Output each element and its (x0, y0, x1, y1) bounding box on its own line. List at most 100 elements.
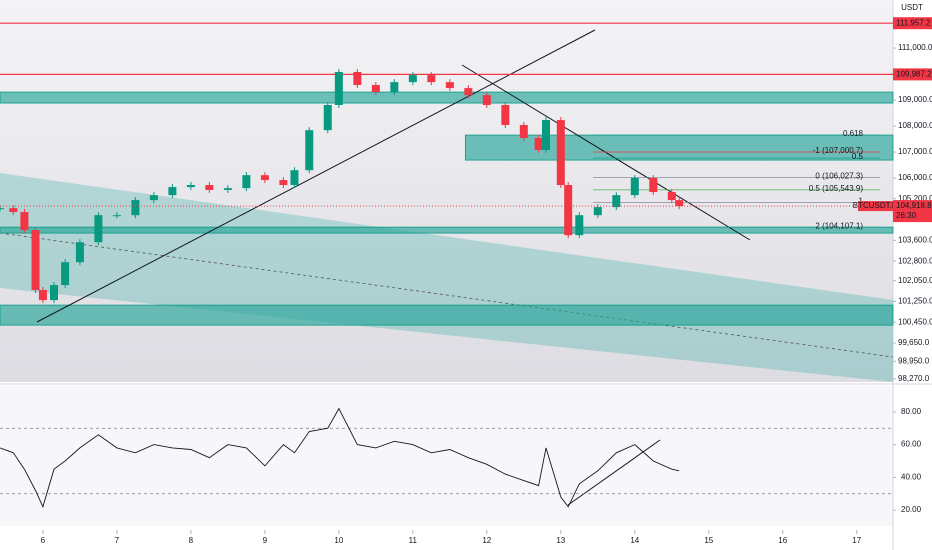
rsi-line (0, 407, 680, 509)
rsi-tick-label: 80.00 (901, 407, 922, 416)
x-tick-label: 17 (852, 536, 861, 545)
fib-label: 0.5 (852, 152, 864, 161)
y-tick-label: 100,450.0 (898, 317, 932, 326)
price-line-label: 111,957.2 (896, 18, 931, 27)
x-tick-label: 7 (115, 536, 120, 545)
y-tick-label: 103,600.0 (898, 235, 932, 244)
trendline (461, 64, 751, 241)
candle (9, 208, 18, 213)
candle (519, 124, 528, 138)
candle (667, 192, 676, 201)
candle (260, 175, 269, 181)
last-price-tag (893, 200, 932, 223)
x-tick-label: 12 (482, 536, 491, 545)
rsi-trendline (567, 439, 661, 506)
candle (630, 178, 639, 196)
rsi-tick-label: 60.00 (901, 440, 922, 449)
y-tick-label: 109,000.0 (898, 95, 932, 104)
y-tick-label: 99,650.0 (898, 338, 930, 347)
rsi-tick-label: 20.00 (901, 505, 922, 514)
candle (334, 71, 343, 105)
candle (305, 130, 314, 171)
candle (534, 137, 543, 150)
candle (38, 290, 47, 301)
candle (464, 88, 473, 96)
x-tick-label: 8 (189, 536, 194, 545)
y-tick-label: 108,000.0 (898, 121, 932, 130)
channel-midline (0, 232, 894, 358)
candle (75, 242, 84, 263)
candle (168, 187, 177, 196)
candle (649, 178, 658, 193)
candle (50, 285, 59, 301)
candle (94, 215, 103, 243)
candle (542, 120, 551, 150)
x-tick-label: 13 (556, 536, 565, 545)
candle (131, 200, 140, 216)
candle (31, 229, 40, 291)
candle (279, 180, 288, 186)
candle (445, 82, 454, 89)
candle (390, 82, 399, 92)
zone (0, 91, 894, 104)
fib-label: 1 (859, 197, 864, 206)
y-tick-label: 102,050.0 (898, 276, 932, 285)
candle (0, 208, 4, 210)
x-tick-label: 9 (263, 536, 268, 545)
candle (20, 212, 29, 230)
fib-label: 0 (106,027.3) (815, 171, 863, 180)
fib-label: 2 (104,107.1) (815, 221, 863, 230)
symbol-tag (858, 201, 893, 212)
zone (464, 134, 894, 161)
candle (112, 215, 121, 217)
last-price-label: 104,918.8 (896, 201, 932, 210)
fib-label: 0.618 (843, 129, 864, 138)
price-line-tag (893, 68, 932, 81)
rsi-pane (0, 386, 893, 526)
y-tick-label: 106,000.0 (898, 173, 932, 182)
candle (593, 207, 602, 216)
x-tick-label: 6 (41, 536, 46, 545)
candle (427, 75, 436, 83)
y-tick-label: 107,000.0 (898, 147, 932, 156)
candle (501, 104, 510, 125)
candle (408, 75, 417, 83)
candle (564, 185, 573, 236)
x-tick-label: 11 (409, 536, 418, 545)
candle (323, 104, 332, 131)
candle (290, 170, 299, 186)
candle (353, 71, 362, 85)
fib-label: 0.5 (105,543.9) (809, 184, 864, 193)
candle (675, 200, 684, 207)
y-tick-label: 98,950.0 (898, 356, 930, 365)
unit-label: USDT (901, 3, 923, 12)
fib-label: -1 (107,000.7) (813, 146, 864, 155)
y-tick-label: 101,250.0 (898, 297, 932, 306)
symbol-label: BTCUSDT.P (853, 201, 897, 210)
x-tick-label: 16 (778, 536, 787, 545)
x-tick-label: 15 (704, 536, 713, 545)
channel (0, 173, 893, 382)
candle (223, 188, 232, 190)
zone (0, 226, 894, 234)
candle (186, 185, 195, 188)
x-tick-label: 14 (630, 536, 639, 545)
trendline (36, 29, 596, 323)
rsi-tick-label: 40.00 (901, 472, 922, 481)
y-tick-label: 102,800.0 (898, 256, 932, 265)
candle (556, 120, 565, 186)
candle (371, 84, 380, 92)
countdown: 26:30 (896, 211, 917, 220)
y-tick-label: 105,200.0 (898, 194, 932, 203)
y-tick-label: 98,270.0 (898, 374, 930, 383)
candle (205, 185, 214, 190)
zone (0, 304, 894, 326)
price-line-tag (893, 17, 932, 30)
candle (612, 195, 621, 208)
candle (575, 215, 584, 236)
candle (149, 195, 158, 201)
price-line-label: 109,987.2 (896, 70, 932, 79)
candle (482, 95, 491, 105)
candle (242, 175, 251, 189)
